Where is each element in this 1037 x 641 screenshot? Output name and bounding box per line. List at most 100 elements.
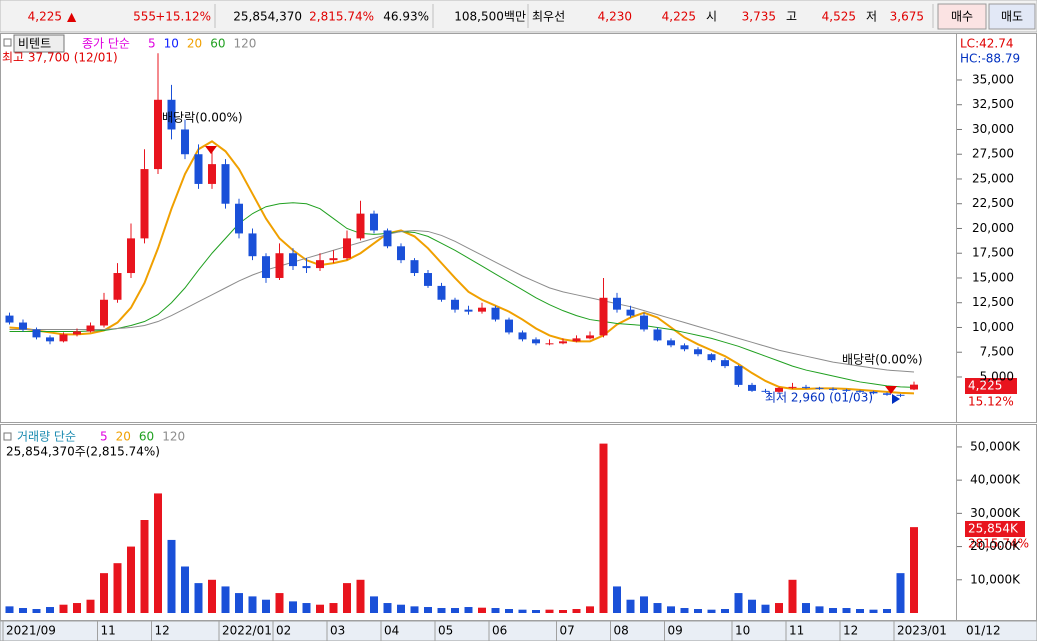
candle-body [545,343,554,345]
candle-body [910,384,918,390]
legend-icon [3,432,12,441]
x-tick-label: 06 [492,624,507,638]
candle-body [424,273,432,286]
candle-body [815,387,824,389]
candle-body [329,258,338,261]
candle-body [842,389,851,391]
volume-bar [181,566,189,613]
candle-body [586,335,594,339]
open-label: 시 [706,10,717,24]
volume-bar [410,606,419,613]
sell-label[interactable]: 매도 [1001,10,1023,24]
candle-body [572,338,581,342]
lc: LC:42.74 [960,37,1013,51]
candle-body [73,331,81,335]
candle-body [883,393,891,395]
annotation: 배당락(0.00%) [162,111,243,125]
x-tick-label: 11 [789,624,804,638]
x-tick-label: 2022/01 [222,624,272,638]
candle-body [829,388,837,390]
candle-body [707,354,716,361]
volume-bar [680,608,689,613]
candle-body [680,345,689,350]
legend-title: 종가 단순 [82,37,130,51]
candle-body [248,233,257,257]
sell-button[interactable] [988,3,1036,30]
buy-label[interactable]: 매수 [951,10,973,24]
x-tick-label: 02 [276,624,291,638]
x-tick-label: 12 [843,624,858,638]
volume-bar [761,604,770,613]
volume-bar [451,608,459,613]
candle-body [59,334,68,342]
volume-bar [599,443,608,613]
volume-bar [86,599,95,613]
volume-bar [883,609,891,613]
volume-bar [73,603,81,613]
candle-body [721,360,729,367]
candle-body [289,253,297,267]
volume-bar [208,579,216,613]
x-tick-label: 2021/09 [6,624,56,638]
price-panel [0,33,957,423]
volume-bar [383,603,392,613]
y-tick-label: 20,000 [972,221,1014,235]
marker [892,394,900,404]
toolbar [0,0,1037,33]
candle-body [559,341,567,344]
y-tick-label: 10,000K [970,572,1021,586]
candle-body [613,297,621,310]
y-tick-label: 15,000 [972,270,1014,284]
volume-bar [343,583,351,613]
legend-entry: 120 [162,430,185,444]
candle-body [505,319,513,333]
y-tick-label: 35,000 [972,72,1014,86]
candle-body [302,266,311,269]
candle-body [464,309,473,312]
annotation: 최고 37,700 (12/01) [2,51,118,65]
y-tick-label: 32,500 [972,97,1014,111]
candle-body [32,329,41,338]
best-label: 최우선 [532,10,565,24]
market-cap: 108,500백만 [454,10,526,24]
x-tick-label: 10 [735,624,750,638]
volume-bar [100,573,108,613]
change: 555 [133,10,156,24]
low-label: 저 [866,10,877,24]
x-tick-label: 05 [438,624,453,638]
candle-body [5,315,14,323]
legend-entry: 5 [148,37,156,51]
y-tick-label: 10,000 [972,320,1014,334]
volume-bar [613,586,621,613]
y-tick-label: 7,500 [980,345,1014,359]
candle-body [896,394,905,396]
best-bid: 4,225 [662,10,696,24]
annotation: 최저 2,960 (01/03) [765,391,873,405]
volume-bar [532,610,540,613]
last-price: 4,225 [968,379,1002,393]
y-tick-label: 12,500 [972,295,1014,309]
volume-bar [221,586,230,613]
x-tick-label: 03 [330,624,345,638]
candle-body [667,340,675,346]
volume-bar [424,607,432,613]
candle-body [694,349,702,355]
volume-bar [640,596,648,613]
candle-body [761,390,770,392]
volume-bar [248,596,257,613]
candle-body [343,238,351,259]
volume-bar [262,599,270,613]
volume-bar [545,609,554,613]
buy-button[interactable] [937,3,987,30]
volume-bar [127,546,135,613]
volume-bar [721,609,729,613]
volume-bar [910,527,918,613]
legend-entry: 5 [100,430,108,444]
volume-bar [559,610,567,613]
y-tick-label: 22,500 [972,196,1014,210]
y-tick-label: 27,500 [972,147,1014,161]
candle-body [640,315,648,330]
turnover: 46.93% [383,10,429,24]
volume-bar [734,593,743,613]
